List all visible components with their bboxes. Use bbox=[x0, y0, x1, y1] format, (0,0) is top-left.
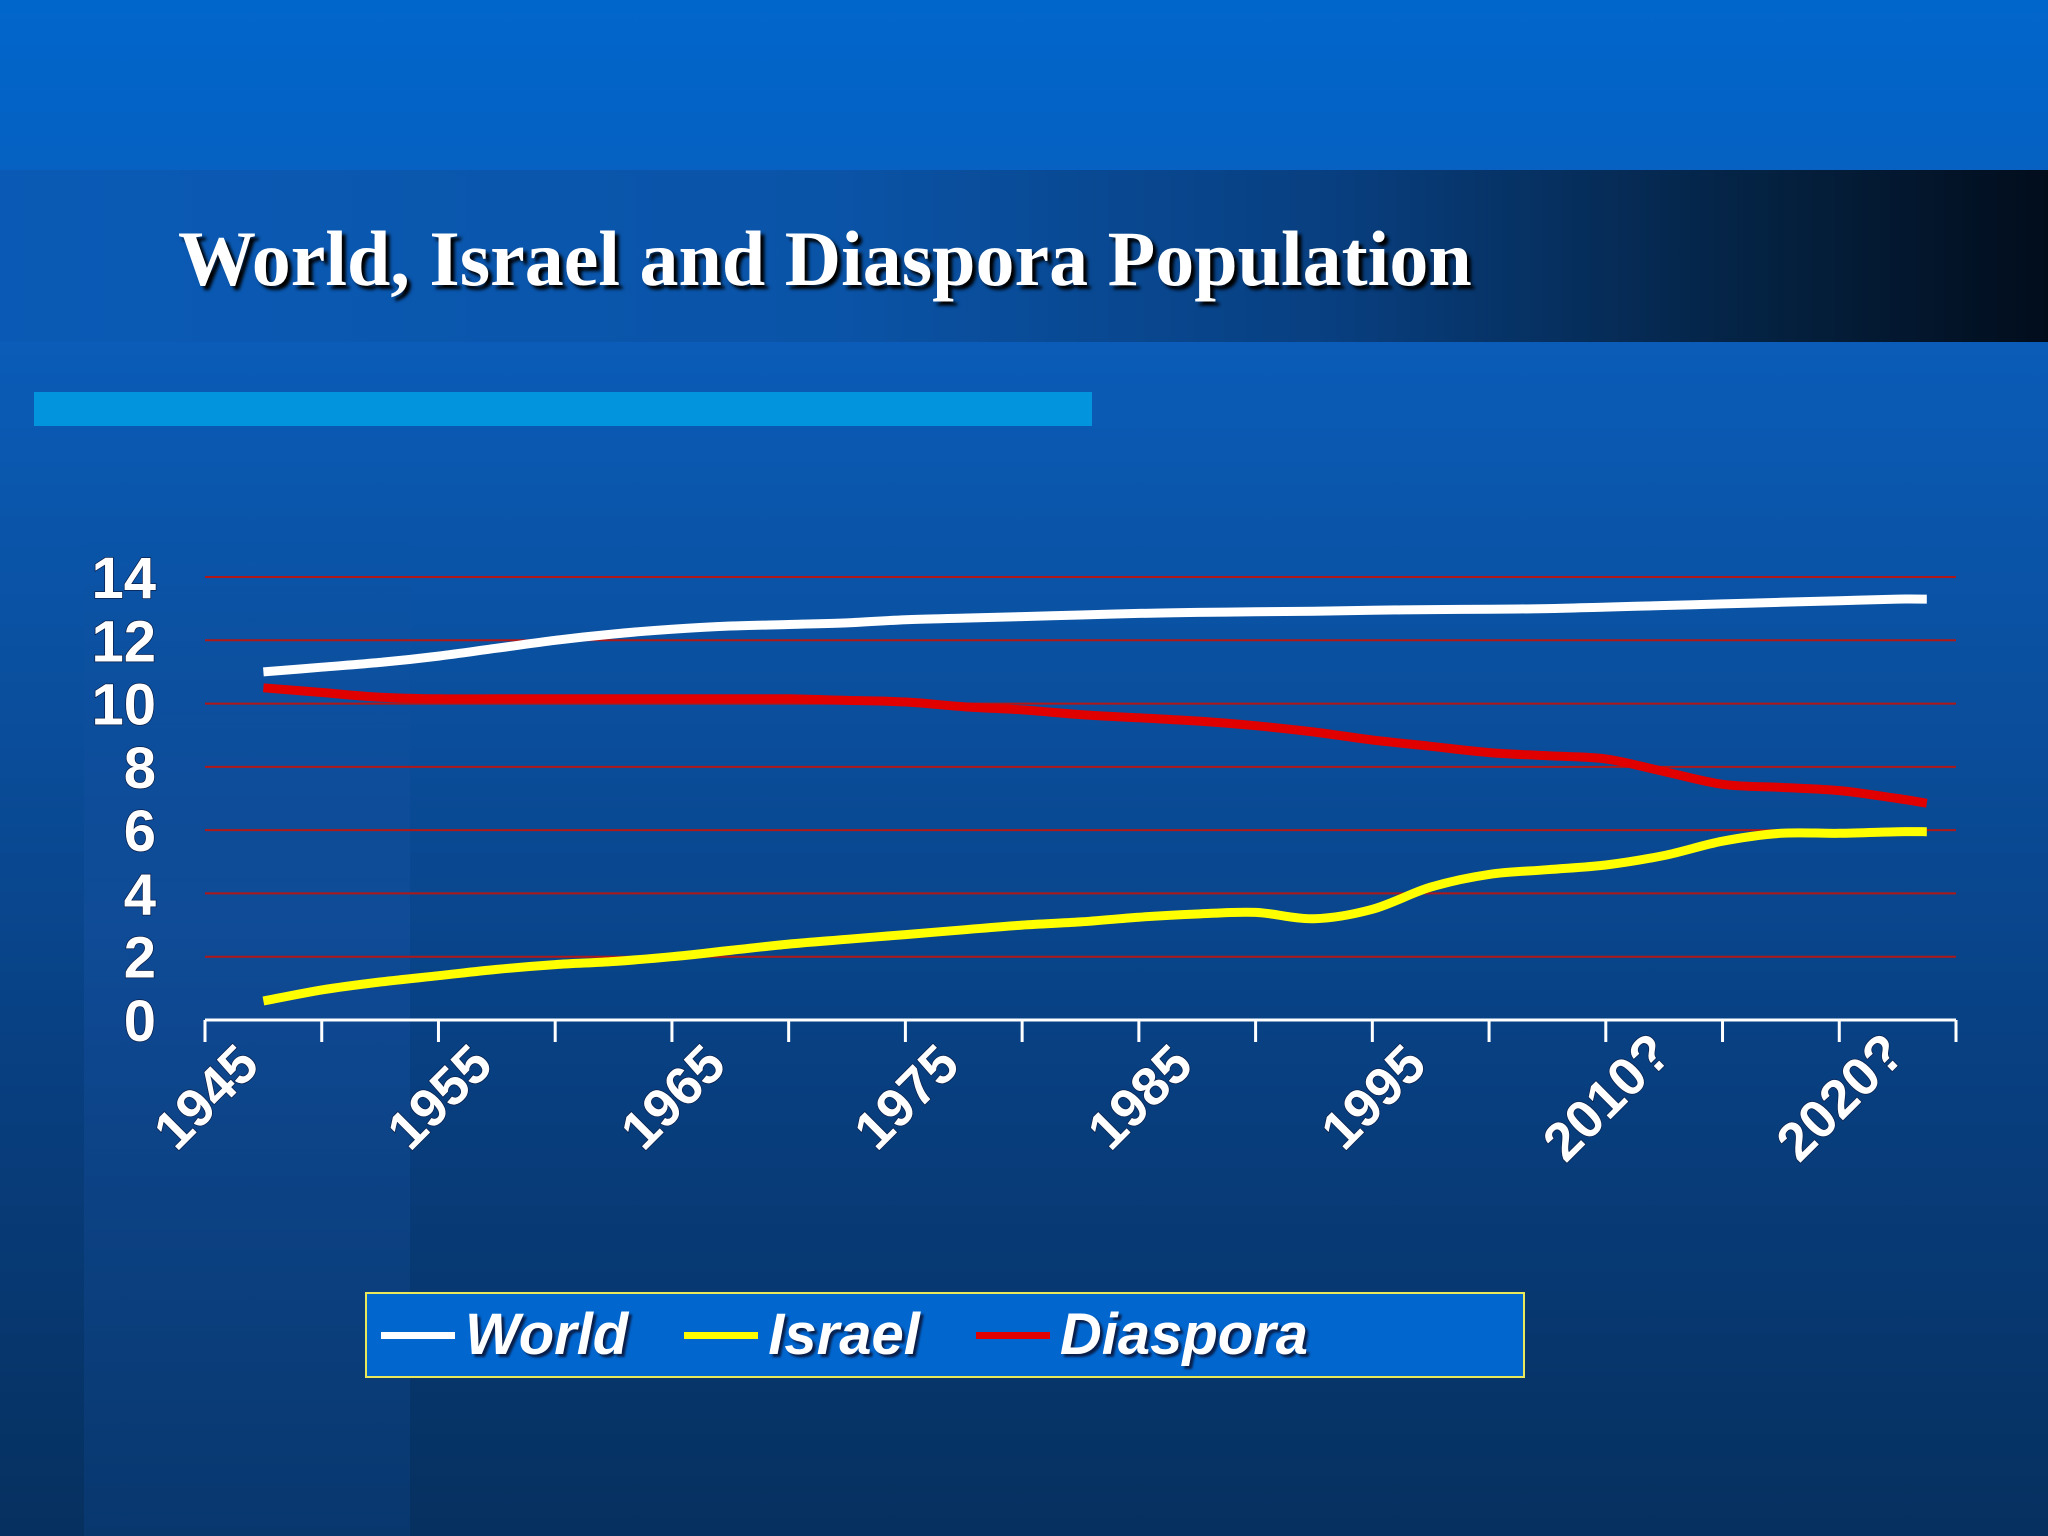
x-tick-label-group: 2020? bbox=[1764, 1021, 1916, 1173]
y-tick-label-2: 2 bbox=[124, 926, 156, 991]
x-tick-label-1975: 1975 bbox=[843, 1034, 970, 1161]
legend-label-israel: Israel bbox=[768, 1302, 920, 1367]
legend-item-world: World bbox=[381, 1306, 628, 1364]
x-tick-label-1995: 1995 bbox=[1310, 1034, 1437, 1161]
series-line-diaspora bbox=[263, 683, 1928, 808]
x-axis-tick-labels: 1945 1955 1965 1975 1985 1995 2010? 2020? bbox=[142, 1021, 1917, 1173]
x-tick-label-1955: 1955 bbox=[376, 1034, 503, 1161]
y-tick-label-8: 8 bbox=[124, 736, 156, 801]
legend-swatch-israel bbox=[684, 1331, 759, 1339]
y-tick-label-0: 0 bbox=[124, 989, 156, 1054]
series-line-israel bbox=[262, 827, 1927, 1006]
y-tick-label-12: 12 bbox=[91, 609, 156, 674]
legend-label-world: World bbox=[465, 1302, 629, 1367]
left-background-strip bbox=[84, 520, 410, 1536]
x-axis bbox=[203, 1018, 1958, 1042]
x-tick-label-group: 1945 bbox=[142, 1033, 271, 1162]
x-tick-label-2020?: 2020? bbox=[1765, 1022, 1916, 1173]
legend-item-israel: Israel bbox=[684, 1306, 920, 1364]
series-lines bbox=[262, 594, 1928, 1006]
x-tick-label-group: 1955 bbox=[375, 1033, 504, 1162]
x-tick-label-2010?: 2010? bbox=[1532, 1022, 1683, 1173]
series-line-world bbox=[263, 594, 1927, 677]
x-tick-label-1945: 1945 bbox=[143, 1034, 270, 1161]
chart-legend: World Israel Diaspora bbox=[365, 1292, 1525, 1378]
legend-swatch-world bbox=[381, 1331, 455, 1339]
legend-label-diaspora: Diaspora bbox=[1059, 1302, 1309, 1367]
x-tick-label-group: 2010? bbox=[1531, 1021, 1683, 1173]
gridlines bbox=[205, 576, 1956, 958]
x-tick-label-1985: 1985 bbox=[1076, 1034, 1203, 1161]
x-tick-label-group: 1995 bbox=[1309, 1033, 1438, 1162]
x-tick-label-1965: 1965 bbox=[610, 1034, 737, 1161]
legend-swatch-diaspora bbox=[975, 1331, 1050, 1339]
page-title: World, Israel and Diaspora Population bbox=[178, 215, 1472, 302]
x-tick-label-group: 1985 bbox=[1076, 1033, 1205, 1162]
x-tick-label-group: 1965 bbox=[609, 1033, 738, 1162]
y-tick-label-6: 6 bbox=[124, 799, 156, 864]
x-tick-label-group: 1975 bbox=[842, 1033, 971, 1162]
y-tick-label-4: 4 bbox=[124, 862, 156, 927]
accent-bar bbox=[34, 392, 1092, 426]
y-tick-label-14: 14 bbox=[91, 546, 156, 611]
title-band: World, Israel and Diaspora Population bbox=[0, 170, 2048, 342]
y-tick-label-10: 10 bbox=[91, 673, 156, 738]
legend-item-diaspora: Diaspora bbox=[975, 1302, 1309, 1367]
